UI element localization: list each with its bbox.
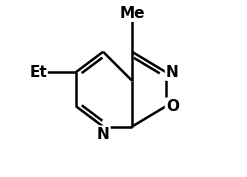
Text: Et: Et [29,65,47,80]
Text: Me: Me [119,6,145,21]
Text: N: N [97,127,109,142]
Text: O: O [166,99,179,114]
Text: N: N [166,65,179,80]
